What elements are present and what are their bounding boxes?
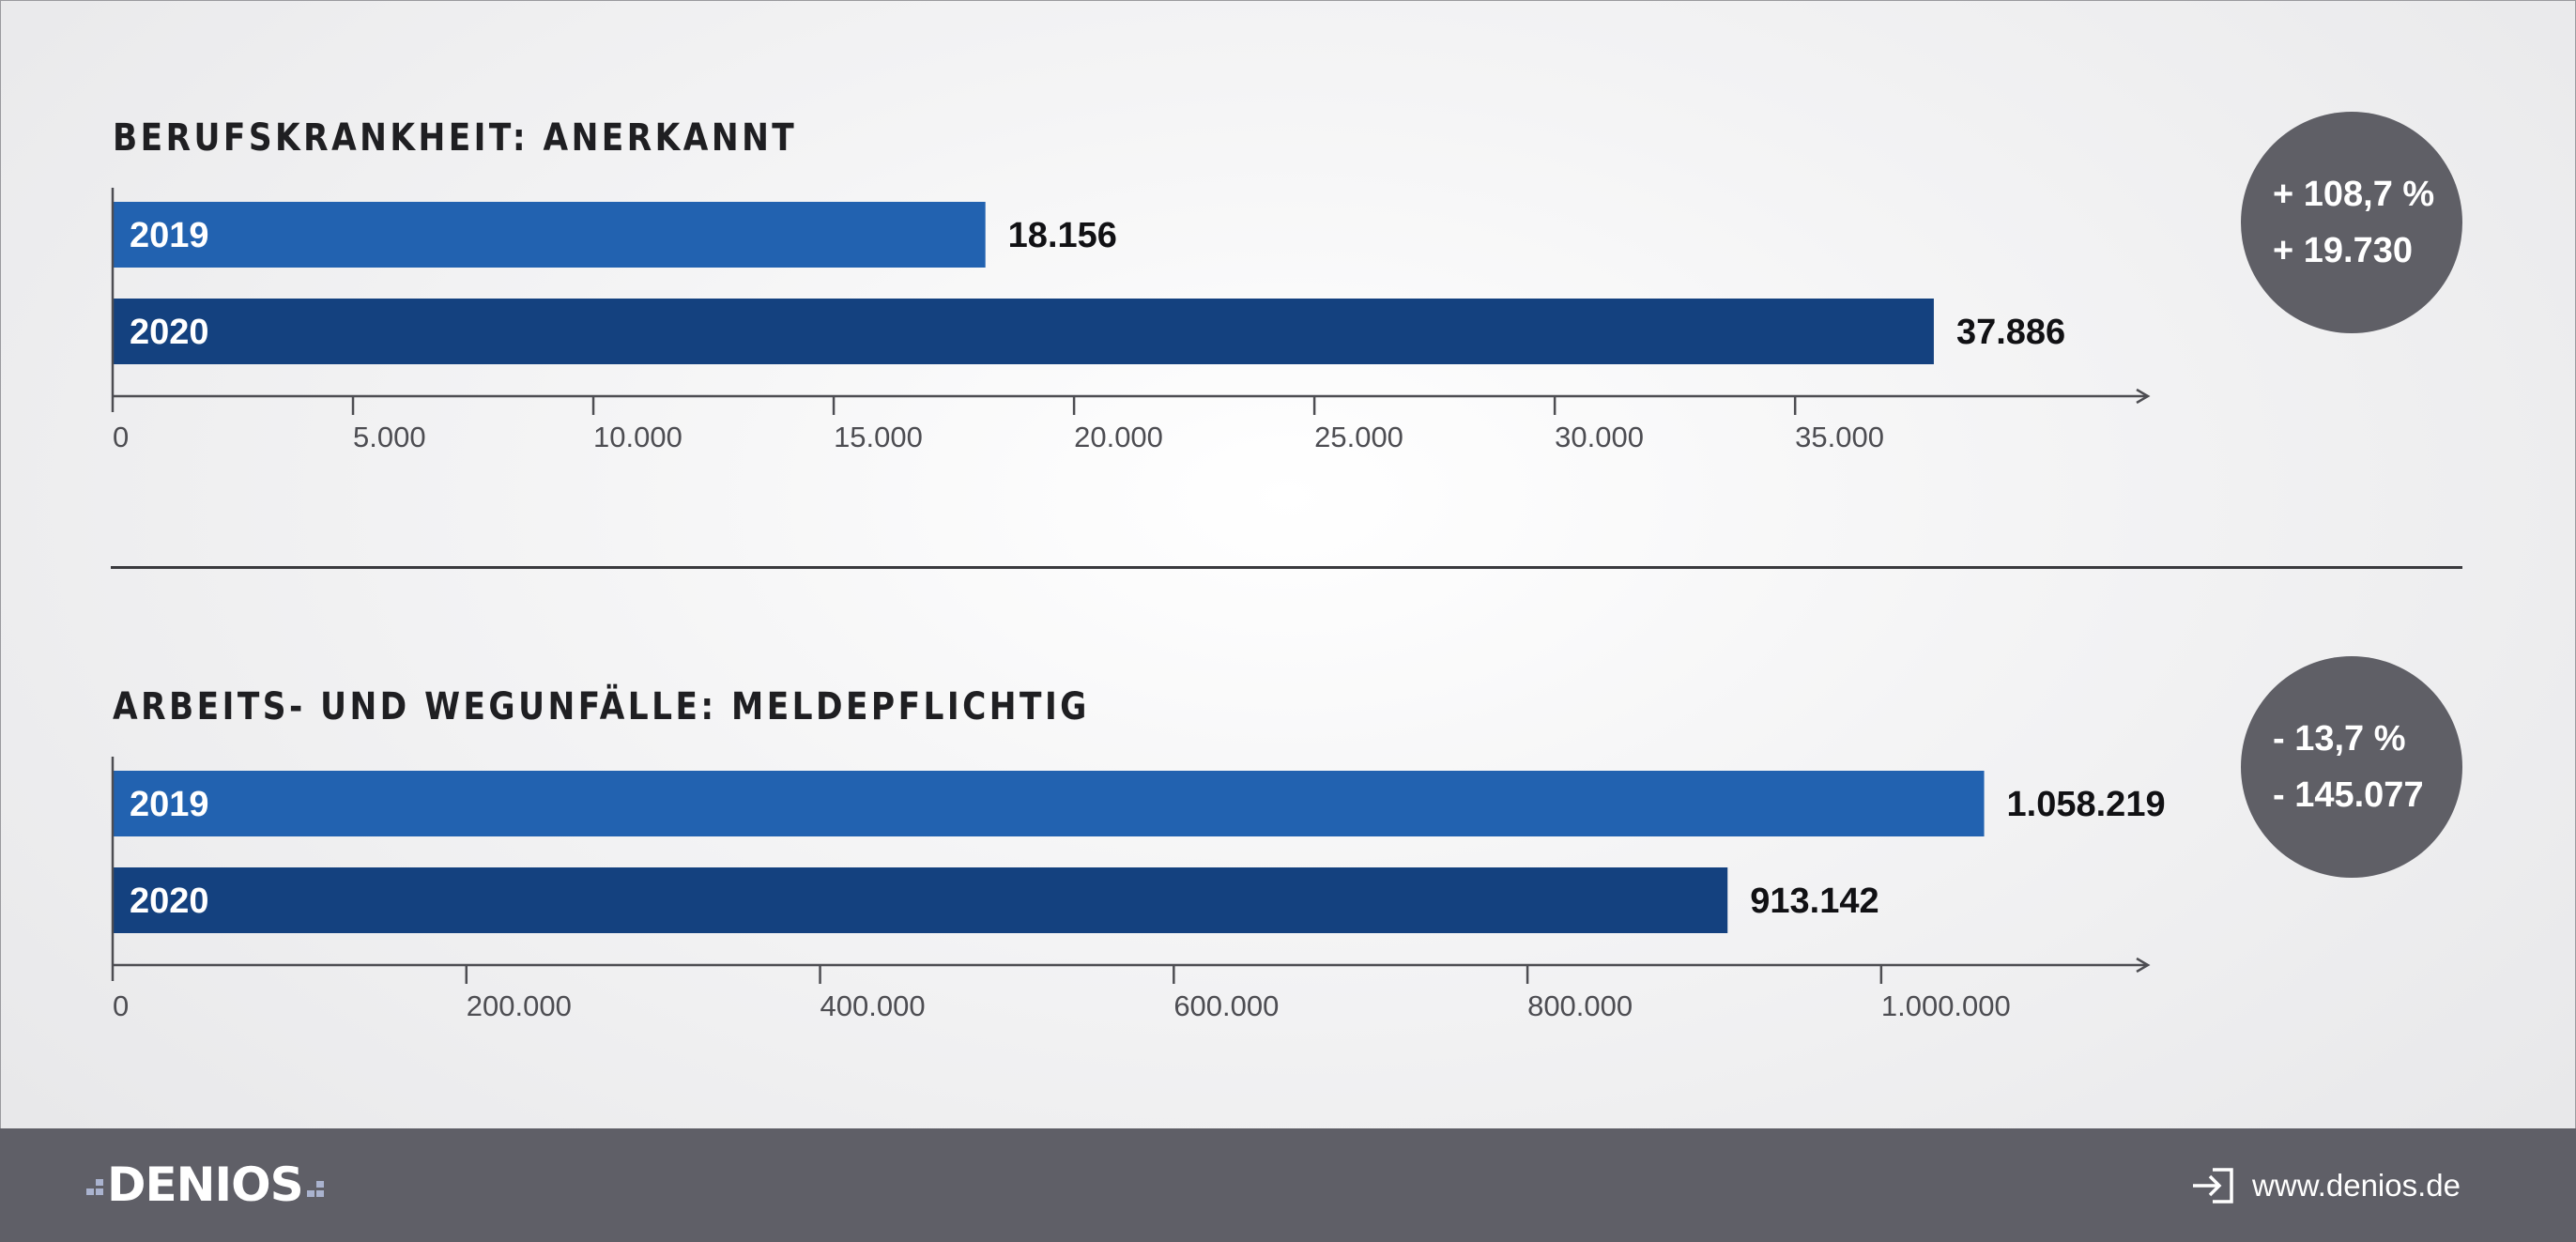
denios-logo[interactable]: DENIOS xyxy=(86,1151,324,1219)
bar-category-label: 2020 xyxy=(130,313,209,352)
x-tick-label: 30.000 xyxy=(1555,421,1644,453)
change-percent: - 13,7 % xyxy=(2273,719,2406,759)
bar-2020 xyxy=(113,299,1934,364)
change-absolute: - 145.077 xyxy=(2273,775,2424,815)
bar-2019 xyxy=(113,771,1985,836)
bar-2020 xyxy=(113,867,1728,933)
bar-chart-unfaelle: 2019 1.058.219 2020 913.142 0 200.000 400.000 6… xyxy=(111,757,2166,1022)
x-tick-label: 600.000 xyxy=(1173,989,1279,1022)
section-divider xyxy=(111,566,2462,569)
x-tick-label: 15.000 xyxy=(834,421,923,453)
sign-in-icon xyxy=(2193,1168,2233,1204)
x-tick-label: 20.000 xyxy=(1074,421,1163,453)
bar-value-label: 913.142 xyxy=(1750,882,1878,921)
x-tick-label: 5.000 xyxy=(353,421,426,453)
x-tick-label: 1.000.000 xyxy=(1881,989,2011,1022)
change-badge-berufskrankheit: + 108,7 % + 19.730 xyxy=(2241,112,2462,333)
x-axis-arrow xyxy=(2136,957,2151,974)
x-tick-label: 0 xyxy=(113,989,129,1022)
bar-value-label: 18.156 xyxy=(1008,216,1117,255)
x-tick-label: 400.000 xyxy=(820,989,926,1022)
x-tick-label: 0 xyxy=(113,421,129,453)
bar-category-label: 2019 xyxy=(130,216,209,255)
x-tick-label: 10.000 xyxy=(593,421,682,453)
change-percent: + 108,7 % xyxy=(2273,175,2435,214)
x-tick-label: 25.000 xyxy=(1314,421,1403,453)
chart-title-berufskrankheit: BERUFSKRANKHEIT: ANERKANNT xyxy=(113,116,798,160)
bar-value-label: 37.886 xyxy=(1956,313,2065,352)
bar-chart-berufskrankheit: 2019 18.156 2020 37.886 0 5.000 10.000 15.000 20… xyxy=(111,188,2151,453)
change-absolute: + 19.730 xyxy=(2273,231,2413,270)
logo-text: DENIOS xyxy=(107,1158,304,1212)
website-link[interactable]: www.denios.de xyxy=(2190,1159,2461,1212)
chart-title-unfaelle: ARBEITS- UND WEGUNFÄLLE: MELDEPFLICHTIG xyxy=(113,685,1090,728)
website-url: www.denios.de xyxy=(2252,1168,2461,1203)
bar-value-label: 1.058.219 xyxy=(2007,785,2166,824)
footer-bar: DENIOS www.denios.de xyxy=(0,1128,2576,1242)
logo-right-mark xyxy=(303,1166,324,1204)
bar-category-label: 2020 xyxy=(130,882,209,921)
change-badge-unfaelle: - 13,7 % - 145.077 xyxy=(2241,656,2462,878)
x-tick-label: 35.000 xyxy=(1795,421,1884,453)
x-tick-label: 200.000 xyxy=(467,989,572,1022)
x-axis-arrow xyxy=(2136,388,2151,405)
logo-left-mark xyxy=(86,1166,107,1204)
x-tick-label: 800.000 xyxy=(1527,989,1633,1022)
bar-category-label: 2019 xyxy=(130,785,209,824)
bar-2019 xyxy=(113,202,986,268)
